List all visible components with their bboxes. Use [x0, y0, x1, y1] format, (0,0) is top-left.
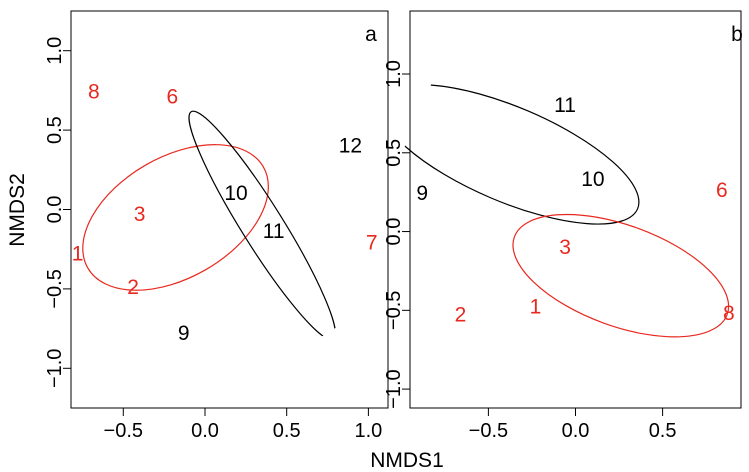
data-point-label: 6 — [166, 85, 178, 108]
y-tick-label: 1.0 — [383, 60, 405, 88]
x-tick-label: 0.0 — [191, 420, 219, 442]
y-tick-label: −1.0 — [44, 349, 66, 388]
data-point-label: 8 — [88, 80, 100, 103]
panel-a-label: a — [365, 23, 377, 46]
panel-b-frame — [409, 10, 742, 409]
data-point-label: 1 — [530, 296, 542, 319]
data-point-label: 2 — [127, 276, 139, 299]
y-tick-label: 0.5 — [383, 139, 405, 167]
y-tick-label: 0.0 — [44, 196, 66, 224]
x-tick-label: 1.0 — [354, 420, 382, 442]
data-point-label: 8 — [723, 302, 735, 325]
panel-b-label: b — [731, 23, 743, 46]
y-tick-label: 0.0 — [383, 218, 405, 246]
data-point-label: 10 — [224, 182, 247, 205]
x-tick-label: 0.5 — [649, 420, 677, 442]
confidence-ellipse — [512, 213, 730, 338]
data-point-label: 2 — [455, 304, 467, 327]
data-point-label: 7 — [366, 231, 378, 254]
y-tick-label: −0.5 — [44, 269, 66, 308]
data-point-label: 3 — [134, 203, 146, 226]
data-point-label: 9 — [416, 182, 428, 205]
data-point-label: 12 — [339, 134, 362, 157]
x-tick-label: −0.5 — [469, 420, 508, 442]
data-point-label: 1 — [72, 242, 84, 265]
y-tick-label: 0.5 — [44, 116, 66, 144]
x-tick-label: 0.5 — [273, 420, 301, 442]
y-tick-label: −0.5 — [383, 291, 405, 330]
x-tick-label: −0.5 — [104, 420, 143, 442]
y-tick-label: −1.0 — [383, 369, 405, 408]
confidence-ellipse — [82, 144, 269, 291]
y-axis-title: NMDS2 — [6, 173, 29, 247]
confidence-ellipse — [379, 84, 640, 225]
data-point-label: 11 — [263, 220, 285, 243]
data-point-label: 11 — [554, 94, 576, 117]
y-tick-label: 1.0 — [44, 37, 66, 65]
data-point-label: 9 — [178, 322, 190, 345]
data-point-label: 10 — [581, 168, 604, 191]
data-point-label: 3 — [559, 236, 571, 259]
x-tick-label: 0.0 — [562, 420, 590, 442]
data-point-label: 6 — [716, 179, 728, 202]
panel-a-plot-area: −0.5 0.0 0.5 1.0−1.0−0.50.00.51.01236789101… — [44, 37, 382, 442]
panel-a: a −0.5 0.0 0.5 1.0−1.0−0.50.00.51.012367891… — [44, 10, 389, 442]
x-axis-title: NMDS1 — [370, 449, 444, 472]
panel-a-frame — [70, 10, 389, 409]
